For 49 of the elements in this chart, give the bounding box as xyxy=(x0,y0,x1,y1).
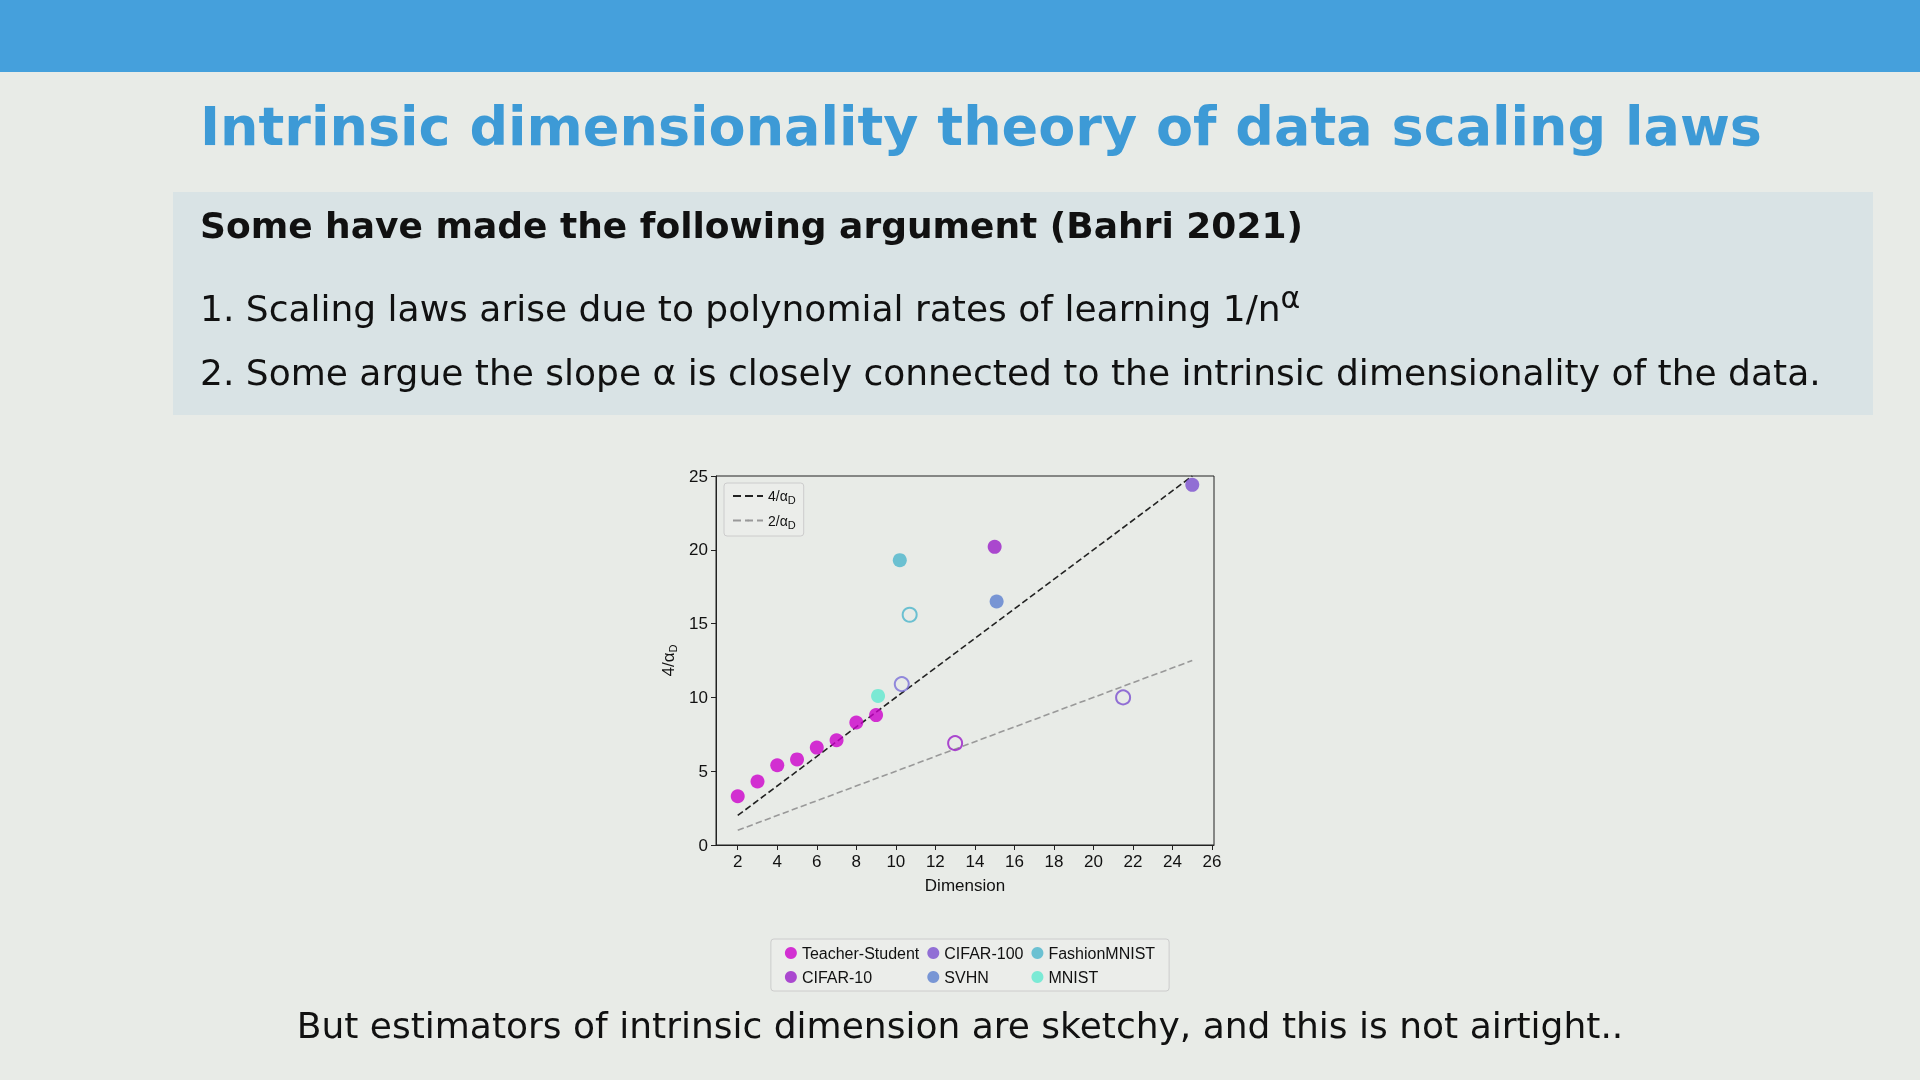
legend-label: Teacher-Student xyxy=(801,944,920,962)
x-tick-label: 6 xyxy=(812,852,822,871)
point xyxy=(901,606,918,623)
point xyxy=(750,774,765,789)
point xyxy=(829,733,844,748)
legend-label: FashionMNIST xyxy=(1048,944,1156,962)
x-tick-label: 18 xyxy=(1044,852,1064,871)
point xyxy=(730,789,745,804)
x-tick-label: 8 xyxy=(851,852,862,871)
point xyxy=(869,708,884,723)
legend-label: CIFAR-10 xyxy=(801,968,873,986)
y-tick-label: 15 xyxy=(689,614,708,634)
point xyxy=(987,539,1002,554)
point xyxy=(893,676,910,693)
text: Some have made the following argument (Bahri 2021) xyxy=(200,205,1303,246)
text: 1. Scaling laws arise due to polynomial rates of learning 1/n$^{α}$ xyxy=(200,280,1301,329)
y-tick-label: 25 xyxy=(689,466,708,486)
legend-label: CIFAR-100 xyxy=(944,944,1024,962)
point xyxy=(871,688,886,703)
point xyxy=(1185,477,1200,492)
x-tick-label: 20 xyxy=(1083,852,1103,871)
point xyxy=(989,594,1004,609)
point xyxy=(892,553,907,568)
point xyxy=(809,740,824,755)
x-tick-label: 26 xyxy=(1202,852,1222,871)
point xyxy=(770,758,785,773)
y-axis-title: 4/αD xyxy=(659,644,679,677)
legend-label: SVHN xyxy=(944,968,989,986)
x-tick-label: 24 xyxy=(1163,852,1182,871)
point xyxy=(849,715,864,730)
x-tick-label: 12 xyxy=(925,852,945,871)
y-tick-label: 20 xyxy=(689,540,708,560)
x-tick-label: 2 xyxy=(733,852,743,871)
point xyxy=(790,752,805,767)
point xyxy=(1115,689,1132,706)
x-tick-label: 10 xyxy=(886,852,906,871)
y-tick-label: 10 xyxy=(689,687,708,707)
x-tick-label: 16 xyxy=(1004,852,1024,871)
x-tick-label: 4 xyxy=(772,852,782,871)
y-tick-label: 0 xyxy=(698,835,708,855)
legend-label: MNIST xyxy=(1048,968,1099,986)
x-tick-label: 22 xyxy=(1123,852,1143,871)
point xyxy=(947,735,964,752)
text: But estimators of intrinsic dimension are sketchy, and this is not airtight.. xyxy=(295,1005,1625,1046)
text: 2. Some argue the slope α is closely connected to the intrinsic dimensionality of the data. xyxy=(200,352,1821,393)
x-axis-title: Dimension xyxy=(924,876,1006,895)
chart-title: Intrinsic dimensionality theory of data scaling laws xyxy=(200,95,1762,158)
x-tick-label: 14 xyxy=(965,852,985,871)
y-tick-label: 5 xyxy=(698,761,708,781)
